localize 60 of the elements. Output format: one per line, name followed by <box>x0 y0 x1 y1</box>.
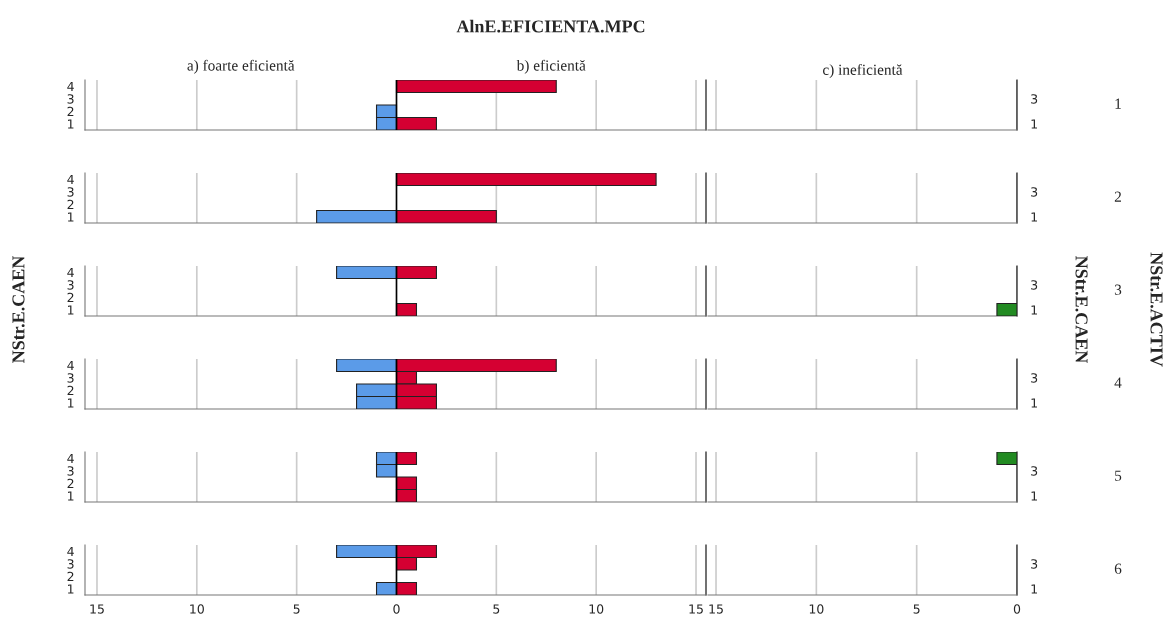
x-tick-label: 5 <box>913 604 920 614</box>
chart-subtitle: c) ineficientă <box>823 63 903 78</box>
y-tick-label: 1 <box>1031 491 1037 501</box>
y-tick-label: 3 <box>1031 187 1038 197</box>
y-tick-label: 1 <box>68 212 74 222</box>
x-tick-label: 10 <box>809 604 824 614</box>
y-tick-label: 1 <box>1031 305 1037 315</box>
y-tick-label: 1 <box>68 398 74 408</box>
x-tick-label: 15 <box>90 604 104 614</box>
y-axis-title: NStr.E.CAEN <box>12 255 25 363</box>
y-tick-label: 2 <box>67 292 74 302</box>
text: 3 <box>1114 284 1122 295</box>
y-tick-label: 1 <box>1031 584 1037 594</box>
x-tick-label: 0 <box>1013 604 1021 614</box>
x-tick-label: 5 <box>493 604 500 614</box>
y-tick-label: 3 <box>1031 559 1038 569</box>
text: 2 <box>1114 191 1121 202</box>
y-tick-label: 3 <box>67 466 74 476</box>
y-tick-label: 3 <box>1031 466 1038 476</box>
y-tick-label: 3 <box>1031 94 1038 104</box>
x-tick-label: 15 <box>709 604 723 614</box>
y-tick-label: 4 <box>67 360 74 370</box>
y-tick-label: 3 <box>1031 280 1038 290</box>
y-tick-label: 1 <box>68 584 74 594</box>
y-tick-label: 3 <box>67 559 74 569</box>
y-tick-label: 2 <box>67 478 74 488</box>
y-tick-label: 4 <box>67 267 74 277</box>
y-tick-label: 2 <box>67 385 74 395</box>
x-tick-label: 15 <box>689 604 703 614</box>
text: 5 <box>1115 470 1122 481</box>
y2-axis-title: NStr.E.CAEN <box>1075 256 1088 364</box>
x-tick-label: 5 <box>293 604 300 614</box>
text: 6 <box>1114 563 1122 574</box>
y-tick-label: 1 <box>1031 212 1037 222</box>
y-tick-label: 1 <box>1031 119 1037 129</box>
y-tick-label: 4 <box>67 174 74 184</box>
y-tick-label: 3 <box>67 373 74 383</box>
text: 4 <box>1114 377 1122 388</box>
text: NStr.E.ACTIV <box>1150 252 1163 367</box>
y-tick-label: 2 <box>67 571 74 581</box>
y-tick-label: 1 <box>68 491 74 501</box>
x-tick-label: 0 <box>393 604 400 614</box>
y-tick-label: 2 <box>67 199 74 209</box>
text: b) eficientă <box>516 59 586 74</box>
y-tick-label: 4 <box>67 453 74 463</box>
x-tick-label: 10 <box>589 604 604 614</box>
x-tick-label: 10 <box>190 604 204 614</box>
y-tick-label: 1 <box>68 305 74 315</box>
y-tick-label: 3 <box>1031 373 1038 383</box>
y-tick-label: 3 <box>67 94 74 104</box>
y-tick-label: 1 <box>68 119 74 129</box>
y-tick-label: 3 <box>67 187 74 197</box>
text: 1 <box>1115 98 1121 109</box>
text: a) foarte eficientă <box>187 59 295 74</box>
y-tick-label: 4 <box>67 546 74 556</box>
y-tick-label: 4 <box>67 81 74 91</box>
y-tick-label: 3 <box>67 280 74 290</box>
chart-title: AlnE.EFICIENTA.MPC <box>456 19 645 33</box>
y-tick-label: 2 <box>67 106 74 116</box>
y-tick-label: 1 <box>1031 398 1037 408</box>
